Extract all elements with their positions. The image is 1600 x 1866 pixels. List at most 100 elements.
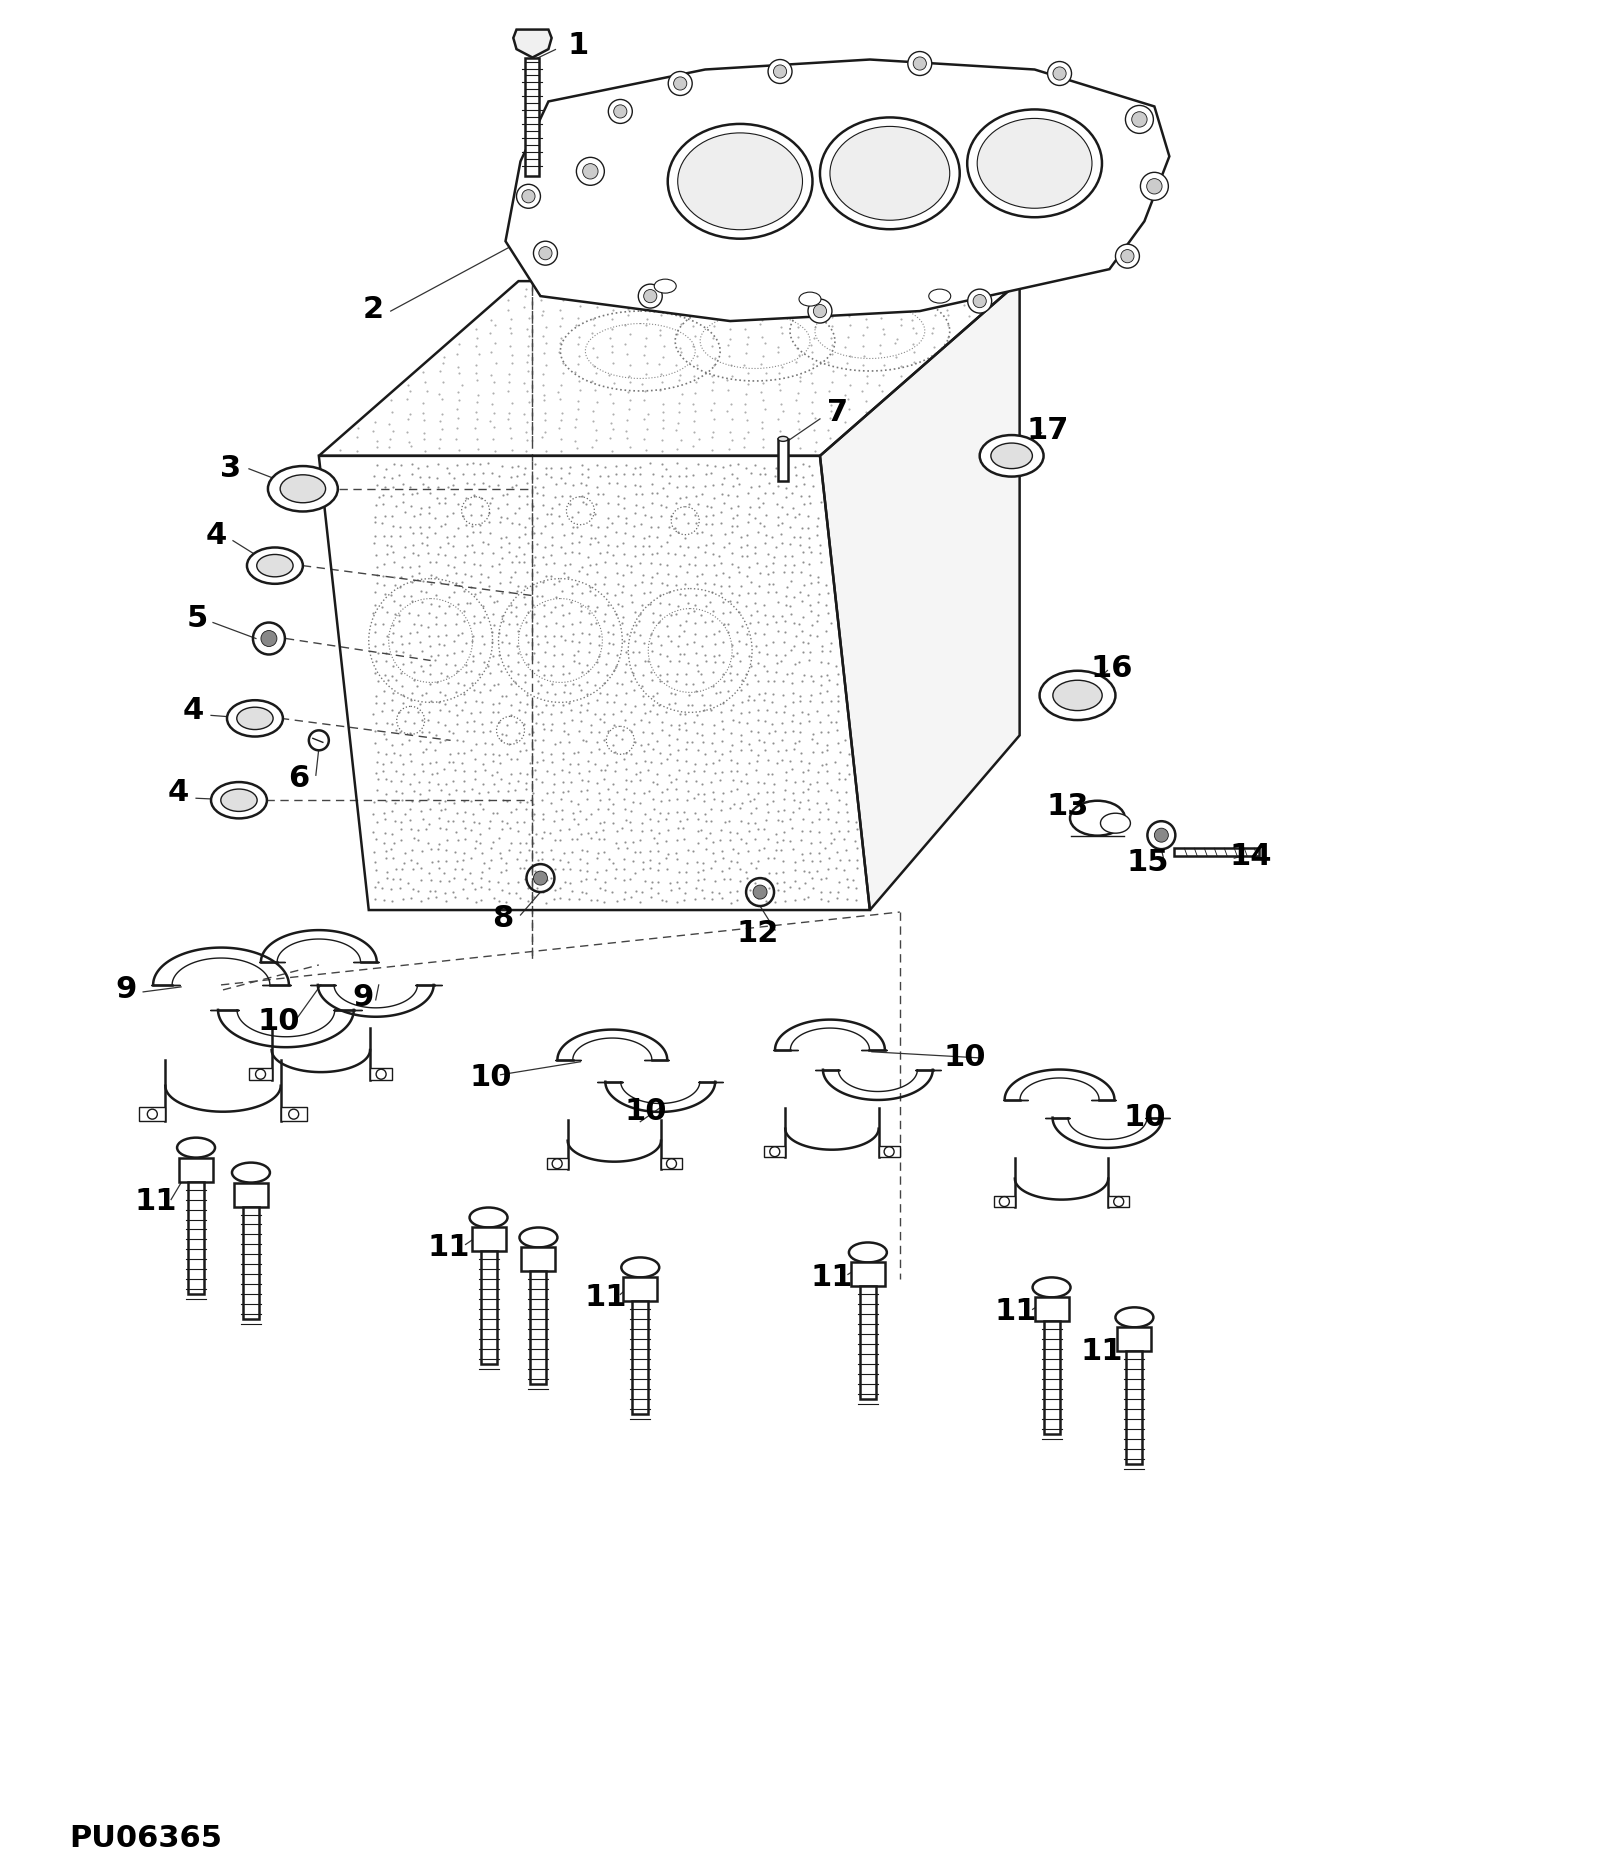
Circle shape <box>608 99 632 123</box>
Circle shape <box>1131 112 1147 127</box>
Ellipse shape <box>246 547 302 584</box>
Circle shape <box>968 289 992 313</box>
Ellipse shape <box>178 1138 214 1157</box>
Text: 9: 9 <box>352 983 373 1013</box>
Circle shape <box>1053 67 1066 80</box>
Text: 9: 9 <box>115 976 138 1004</box>
Circle shape <box>808 299 832 323</box>
Text: 7: 7 <box>827 399 848 427</box>
Ellipse shape <box>520 1228 557 1248</box>
Text: 11: 11 <box>994 1297 1037 1327</box>
Ellipse shape <box>237 707 274 730</box>
Ellipse shape <box>621 1258 659 1278</box>
Circle shape <box>907 52 931 75</box>
Polygon shape <box>661 1159 682 1170</box>
Ellipse shape <box>990 442 1032 468</box>
Ellipse shape <box>654 280 677 293</box>
Polygon shape <box>531 1271 547 1385</box>
Ellipse shape <box>221 789 258 812</box>
Polygon shape <box>1043 1321 1059 1435</box>
Polygon shape <box>472 1228 506 1252</box>
Text: 5: 5 <box>187 605 208 633</box>
Text: 10: 10 <box>469 1064 512 1092</box>
Polygon shape <box>250 1069 272 1080</box>
Polygon shape <box>819 282 1019 911</box>
Polygon shape <box>1174 849 1259 856</box>
Ellipse shape <box>211 782 267 819</box>
Polygon shape <box>522 1248 555 1271</box>
Circle shape <box>1115 244 1139 269</box>
Ellipse shape <box>1115 1308 1154 1327</box>
Polygon shape <box>851 1263 885 1286</box>
Ellipse shape <box>267 466 338 511</box>
Ellipse shape <box>1040 670 1115 720</box>
Text: 8: 8 <box>491 903 514 933</box>
Polygon shape <box>994 1196 1014 1207</box>
Ellipse shape <box>968 110 1102 216</box>
Circle shape <box>522 190 534 203</box>
Text: 10: 10 <box>944 1043 986 1073</box>
Polygon shape <box>859 1286 875 1400</box>
Ellipse shape <box>678 132 803 230</box>
Text: 10: 10 <box>258 1008 301 1036</box>
Polygon shape <box>514 30 552 58</box>
Polygon shape <box>189 1181 205 1295</box>
Polygon shape <box>370 1069 392 1080</box>
Circle shape <box>1141 172 1168 200</box>
Text: 4: 4 <box>205 521 227 550</box>
Circle shape <box>768 60 792 84</box>
Text: 12: 12 <box>738 920 779 948</box>
Ellipse shape <box>778 437 789 442</box>
Ellipse shape <box>979 435 1043 476</box>
Ellipse shape <box>1070 801 1125 836</box>
Polygon shape <box>139 1107 165 1121</box>
Circle shape <box>517 185 541 209</box>
Circle shape <box>1122 250 1134 263</box>
Text: 10: 10 <box>624 1097 667 1127</box>
Text: 14: 14 <box>1230 842 1272 871</box>
Ellipse shape <box>227 700 283 737</box>
Circle shape <box>261 631 277 646</box>
Text: 2: 2 <box>362 295 384 323</box>
Ellipse shape <box>469 1207 507 1228</box>
Text: 11: 11 <box>427 1233 470 1261</box>
Text: 4: 4 <box>168 778 189 806</box>
Polygon shape <box>280 1107 307 1121</box>
Circle shape <box>533 871 547 884</box>
Polygon shape <box>624 1278 658 1301</box>
Ellipse shape <box>830 127 950 220</box>
Ellipse shape <box>256 554 293 577</box>
Ellipse shape <box>232 1163 270 1183</box>
Circle shape <box>643 289 658 302</box>
Text: 4: 4 <box>182 696 203 724</box>
Circle shape <box>1048 62 1072 86</box>
Circle shape <box>1147 179 1162 194</box>
Ellipse shape <box>798 293 821 306</box>
Polygon shape <box>506 60 1170 321</box>
Ellipse shape <box>1101 814 1131 834</box>
Ellipse shape <box>928 289 950 302</box>
Text: 11: 11 <box>1080 1336 1123 1366</box>
Circle shape <box>533 241 557 265</box>
Polygon shape <box>632 1301 648 1414</box>
Circle shape <box>674 77 686 90</box>
Text: 11: 11 <box>584 1282 627 1312</box>
Circle shape <box>914 58 926 71</box>
Text: 11: 11 <box>134 1187 178 1217</box>
Circle shape <box>1154 829 1168 842</box>
Text: 6: 6 <box>288 763 309 793</box>
Text: 16: 16 <box>1090 653 1133 683</box>
Ellipse shape <box>280 474 325 502</box>
Polygon shape <box>1117 1327 1152 1351</box>
Ellipse shape <box>819 118 960 230</box>
Polygon shape <box>179 1157 213 1181</box>
Circle shape <box>614 104 627 118</box>
Circle shape <box>773 65 787 78</box>
Circle shape <box>638 284 662 308</box>
Circle shape <box>309 730 330 750</box>
Text: 3: 3 <box>221 453 242 483</box>
Text: 15: 15 <box>1126 847 1168 877</box>
Circle shape <box>1125 106 1154 132</box>
Circle shape <box>669 71 693 95</box>
Ellipse shape <box>1053 681 1102 711</box>
